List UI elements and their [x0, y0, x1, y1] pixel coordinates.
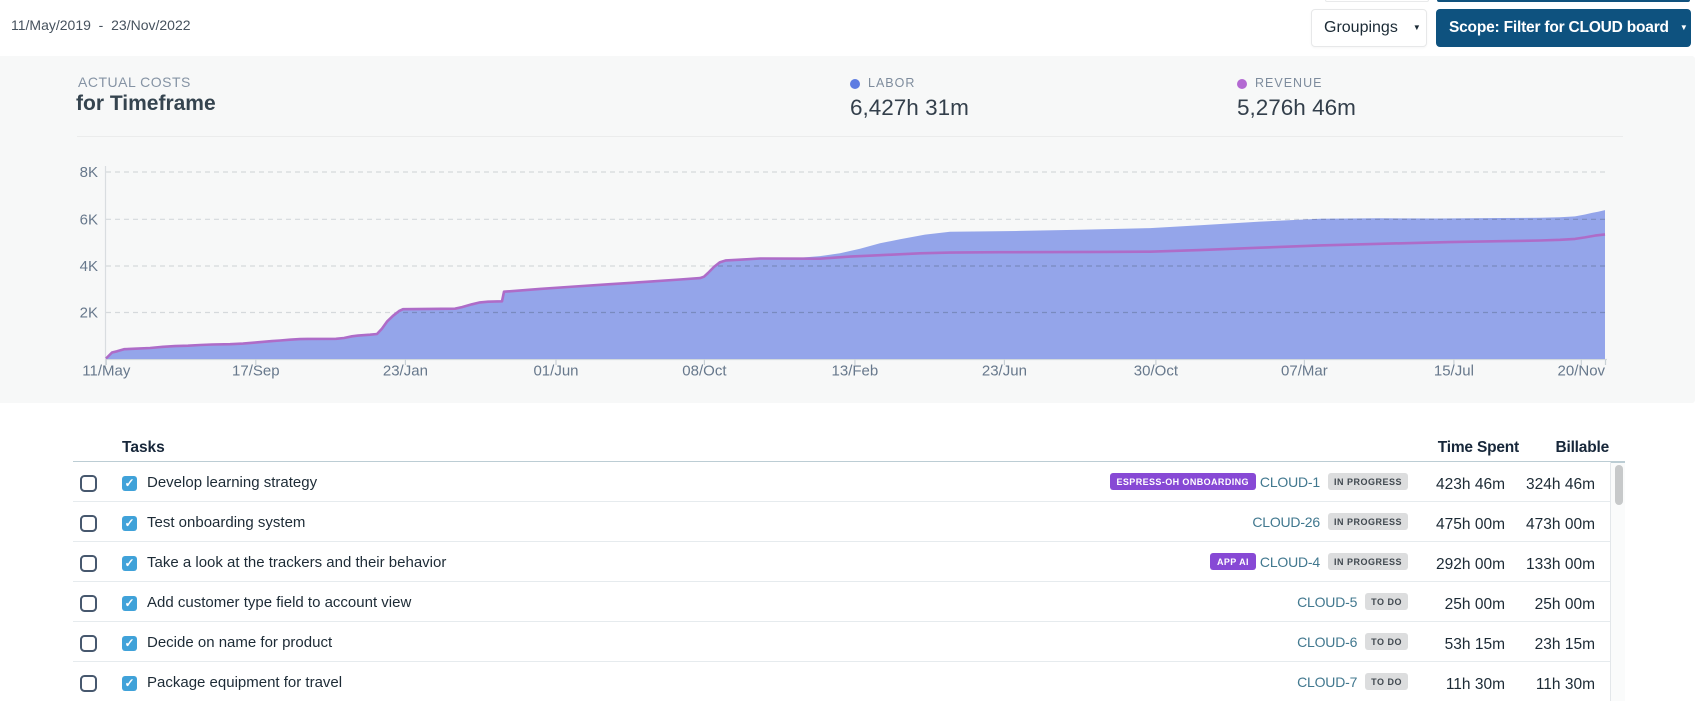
- svg-text:11/May: 11/May: [82, 363, 131, 380]
- svg-text:13/Feb: 13/Feb: [832, 363, 879, 380]
- svg-text:4K: 4K: [80, 258, 98, 275]
- svg-text:23/Jun: 23/Jun: [982, 363, 1027, 380]
- svg-text:8K: 8K: [80, 164, 98, 181]
- svg-text:17/Sep: 17/Sep: [232, 363, 280, 380]
- svg-text:20/Nov: 20/Nov: [1558, 363, 1606, 380]
- svg-text:07/Mar: 07/Mar: [1281, 363, 1328, 380]
- svg-text:30/Oct: 30/Oct: [1134, 363, 1179, 380]
- svg-text:2K: 2K: [80, 305, 98, 322]
- svg-text:23/Jan: 23/Jan: [383, 363, 428, 380]
- svg-text:6K: 6K: [80, 211, 98, 228]
- svg-text:08/Oct: 08/Oct: [682, 363, 727, 380]
- svg-text:15/Jul: 15/Jul: [1434, 363, 1474, 380]
- svg-text:01/Jun: 01/Jun: [533, 363, 578, 380]
